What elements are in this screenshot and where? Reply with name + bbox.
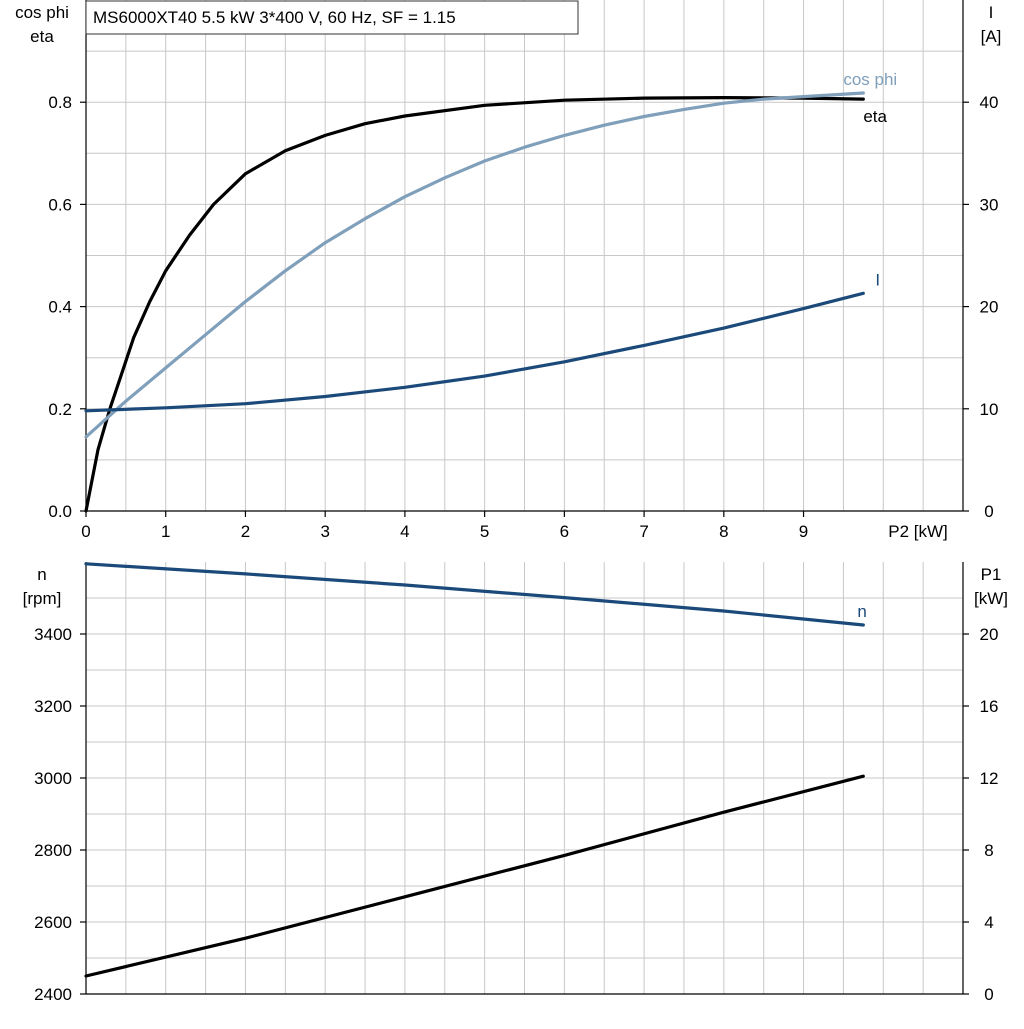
- y-tick-label-left: 2800: [34, 841, 72, 860]
- x-tick-label: 8: [719, 522, 728, 541]
- y-axis-title-left: cos phi: [15, 3, 69, 22]
- series-label-cos-phi: cos phi: [843, 70, 897, 89]
- i-series-line: [84, 291, 865, 413]
- y-tick-label-left: 0.8: [48, 93, 72, 112]
- y-tick-label-left: 0.2: [48, 400, 72, 419]
- y-tick-label-left: 0.6: [48, 195, 72, 214]
- y-tick-label-right: 30: [980, 195, 999, 214]
- y-tick-label-right: 20: [980, 298, 999, 317]
- chart-title: MS6000XT40 5.5 kW 3*400 V, 60 Hz, SF = 1…: [93, 8, 456, 27]
- y-axis-title-right: P1: [981, 565, 1002, 584]
- y-tick-label-left: 3200: [34, 697, 72, 716]
- y-tick-label-left: 3000: [34, 769, 72, 788]
- bottom-panel: 2400 2600 2800 3000 3200 3400 0 4 8 12 16 20 n [rpm] P…: [23, 562, 1008, 1004]
- series-label-eta: eta: [863, 107, 887, 126]
- y-tick-label-right: 0: [984, 985, 993, 1004]
- x-tick-label: 4: [400, 522, 409, 541]
- p1-series-line: [84, 774, 865, 978]
- y-tick-label-left: 2600: [34, 913, 72, 932]
- y-axis-title-left: n: [37, 565, 46, 584]
- x-tick-label: 1: [161, 522, 170, 541]
- y-tick-label-right: 0: [984, 502, 993, 521]
- x-tick-label: 7: [639, 522, 648, 541]
- y-axis-title-right: I: [989, 3, 994, 22]
- y-tick-label-left: 3400: [34, 625, 72, 644]
- x-tick-label: 3: [320, 522, 329, 541]
- y-tick-label-right: 20: [980, 625, 999, 644]
- y-axis-title-left: [rpm]: [23, 589, 62, 608]
- y-tick-label-left: 0.4: [48, 298, 72, 317]
- x-tick-label: 2: [241, 522, 250, 541]
- eta-series-line: [84, 95, 865, 513]
- y-axis-title-right: [A]: [981, 27, 1002, 46]
- cos-phi-series-line: [84, 91, 865, 439]
- title-box: [85, 0, 579, 35]
- x-tick-label: 5: [480, 522, 489, 541]
- y-tick-label-right: 4: [984, 913, 993, 932]
- n-series-line: [84, 562, 865, 627]
- y-tick-label-left: 2400: [34, 985, 72, 1004]
- y-tick-label-right: 12: [980, 769, 999, 788]
- top-panel: 0.0 0.2 0.4 0.6 0.8 0 10 20 30 40 0 1 2 3 4 5 6 7 8 9 cos ph…: [15, 0, 1001, 541]
- y-tick-label-right: 10: [980, 400, 999, 419]
- x-tick-label: 6: [560, 522, 569, 541]
- y-tick-label-right: 16: [980, 697, 999, 716]
- y-tick-label-right: 40: [980, 93, 999, 112]
- series-label-n: n: [857, 602, 866, 621]
- y-axis-title-right: [kW]: [974, 589, 1008, 608]
- y-axis-title-left: eta: [30, 27, 54, 46]
- x-tick-label: 9: [799, 522, 808, 541]
- y-tick-label-left: 0.0: [48, 502, 72, 521]
- y-tick-label-right: 8: [984, 841, 993, 860]
- x-tick-label: 0: [81, 522, 90, 541]
- x-axis-title: P2 [kW]: [888, 522, 948, 541]
- series-label-i: I: [875, 270, 880, 289]
